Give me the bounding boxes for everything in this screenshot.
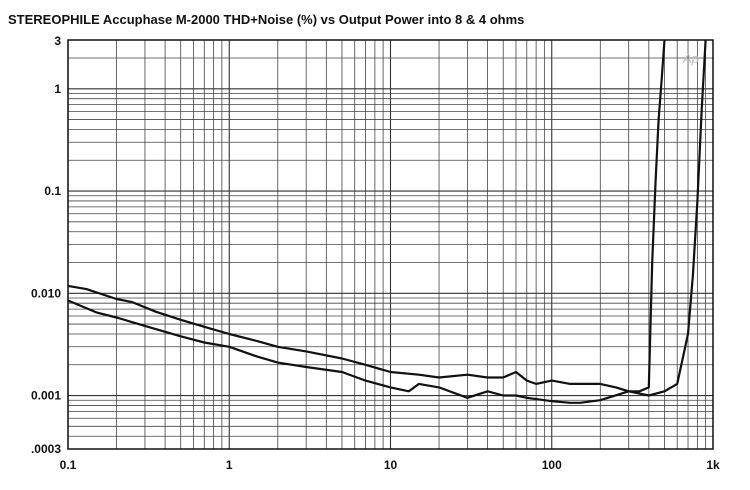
- x-tick-label: 10: [384, 458, 398, 472]
- x-tick-label: 1: [226, 458, 233, 472]
- x-tick-label: 1k: [706, 458, 720, 472]
- series-line-1: [67, 39, 666, 393]
- y-tick-label: .0003: [31, 442, 61, 456]
- series-line-2: [67, 39, 707, 404]
- tick-label-layer: 0.1 1 10 100 1k 3 1 0.1 0.010 0.001 .0003: [31, 34, 720, 472]
- watermark-label: Ap: [682, 51, 699, 66]
- x-tick-label: 0.1: [60, 458, 77, 472]
- y-tick-label: 1: [54, 82, 61, 96]
- y-tick-label: 0.001: [31, 389, 61, 403]
- series-layer: [67, 39, 707, 404]
- y-tick-label: 0.1: [44, 184, 61, 198]
- chart-title: STEREOPHILE Accuphase M-2000 THD+Noise (…: [8, 12, 524, 27]
- y-tick-label: 3: [54, 34, 61, 48]
- x-tick-label: 100: [542, 458, 562, 472]
- plot-frame: [67, 39, 714, 450]
- grid-layer: [67, 40, 713, 450]
- y-tick-label: 0.010: [31, 286, 61, 300]
